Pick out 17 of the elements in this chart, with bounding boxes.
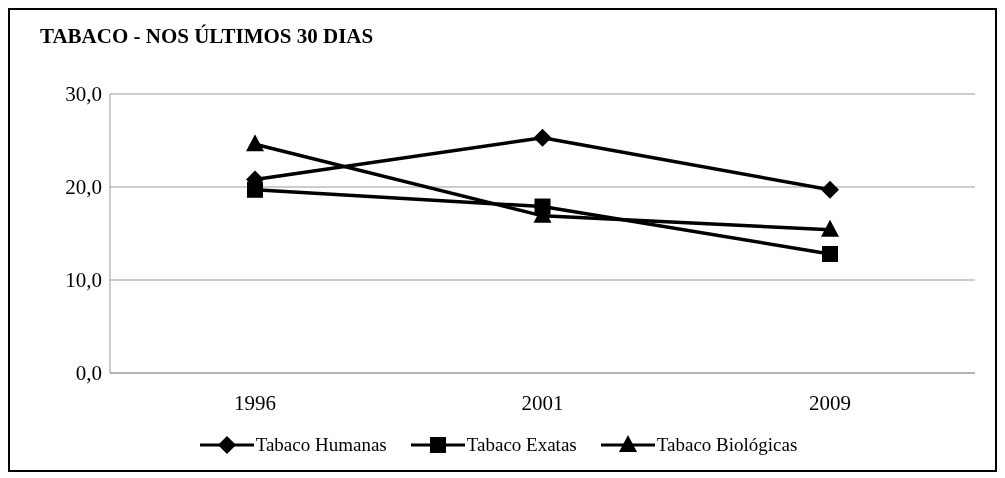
x-tick-label: 1996 <box>234 390 276 415</box>
point <box>246 134 264 152</box>
x-tick-label: 2001 <box>521 390 564 415</box>
y-tick-label: 0,0 <box>75 361 102 386</box>
chart-title: TABACO - NOS ÚLTIMOS 30 DIAS <box>40 24 374 49</box>
legend-label: Tabaco Biológicas <box>656 434 798 456</box>
point <box>821 219 839 237</box>
legend-label: Tabaco Humanas <box>255 434 387 456</box>
y-tick-label: 30,0 <box>65 82 102 107</box>
y-tick-label: 10,0 <box>65 268 102 293</box>
point <box>533 128 552 147</box>
point <box>822 245 838 262</box>
y-tick-label: 20,0 <box>65 175 102 200</box>
point <box>247 181 263 198</box>
point <box>821 180 839 199</box>
legend-label: Tabaco Exatas <box>466 434 577 456</box>
x-tick-label: 2009 <box>809 390 851 415</box>
